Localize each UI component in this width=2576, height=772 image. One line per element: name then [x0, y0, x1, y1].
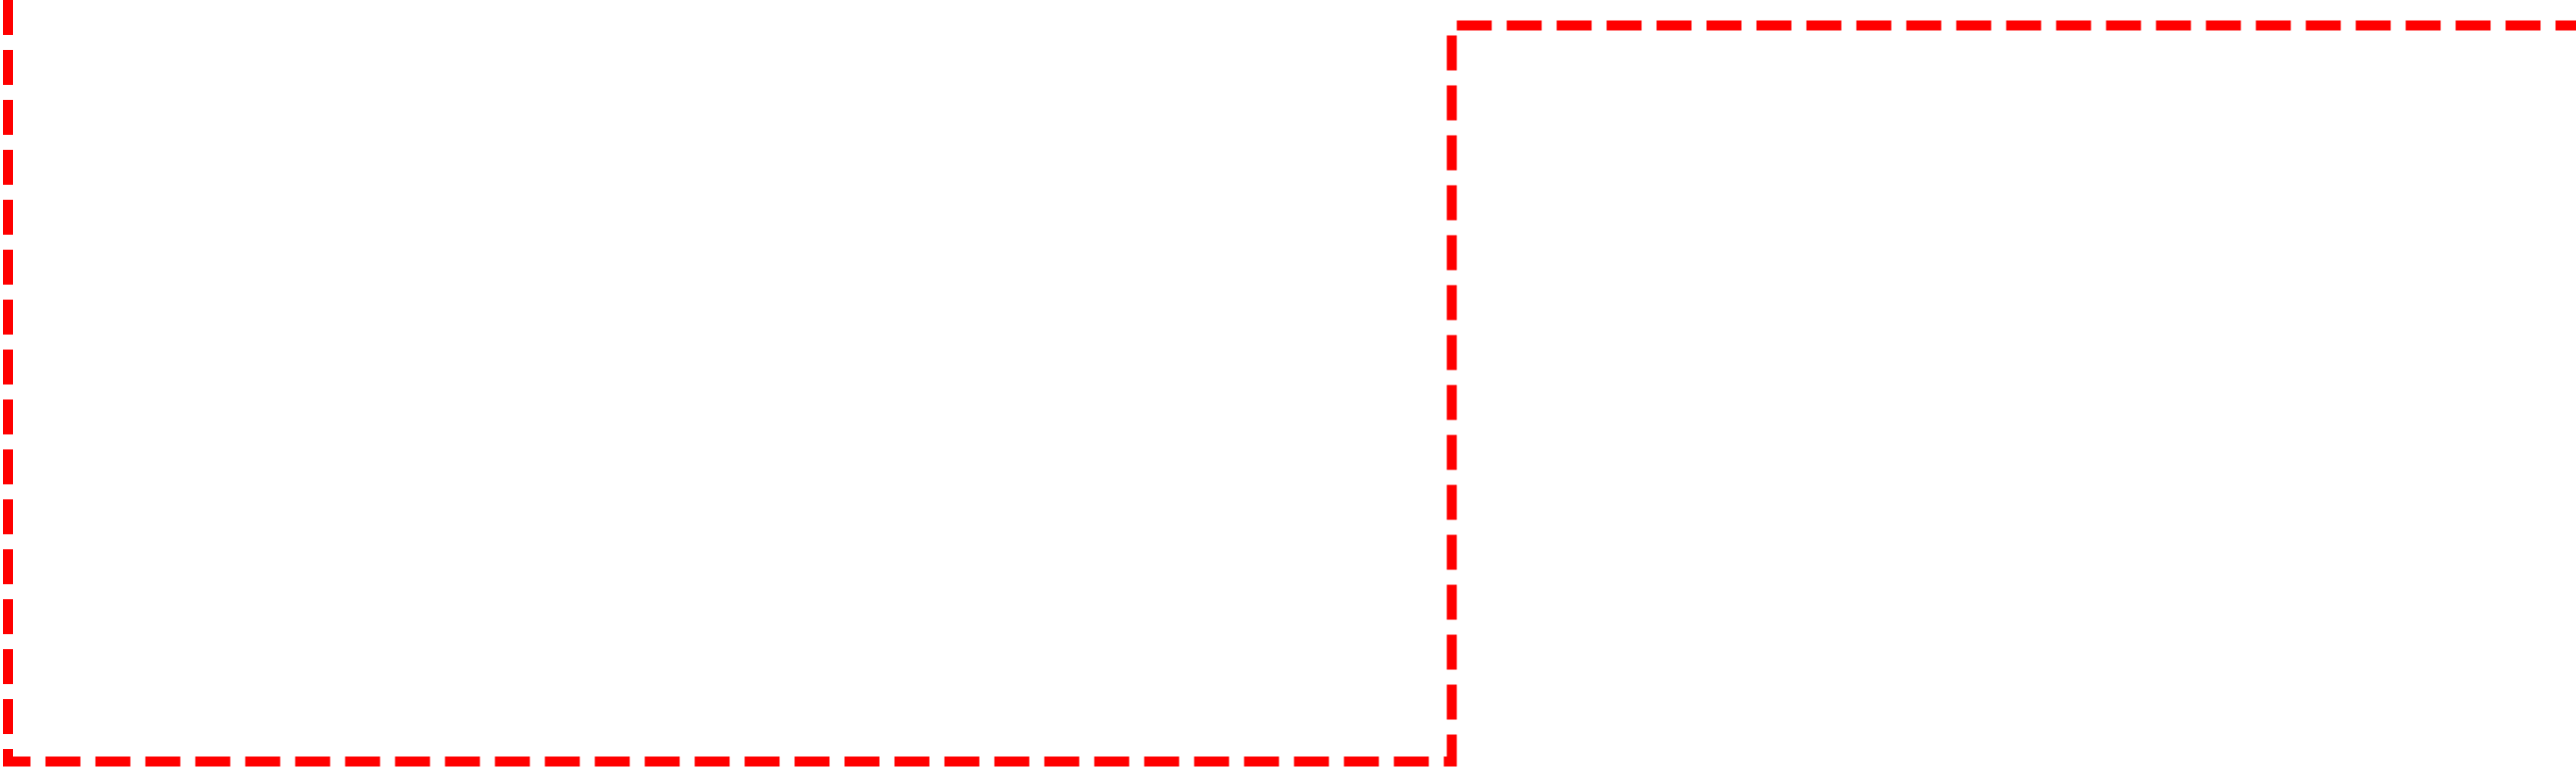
red-dashed-step-path [3, 0, 2576, 767]
